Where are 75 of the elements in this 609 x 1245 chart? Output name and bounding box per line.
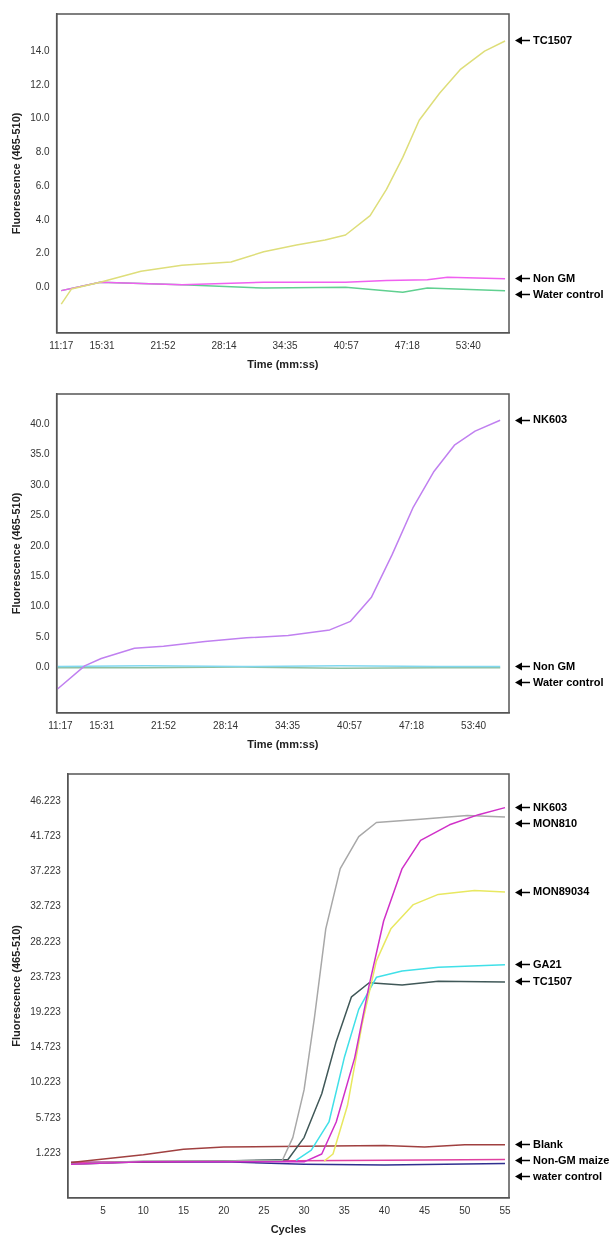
y-tick-label: 5.723	[35, 1111, 62, 1123]
text: TC1507	[533, 34, 573, 47]
text: Non-GM maize	[533, 1153, 609, 1166]
x-tick-label: 40	[378, 1204, 391, 1216]
text: NK603	[533, 413, 568, 426]
y-tick-label: 15.0	[30, 570, 51, 582]
text: NK603	[533, 800, 568, 813]
x-tick-label: 15	[177, 1204, 190, 1216]
y-tick-label: 12.0	[30, 78, 51, 90]
y-tick-label: 19.223	[30, 1006, 62, 1018]
text: Blank	[533, 1137, 564, 1150]
x-tick-label: 40:57	[337, 719, 363, 731]
x-tick-label: 34:35	[275, 719, 301, 731]
text: water control	[532, 1169, 603, 1182]
x-axis-title: Time (mm:ss)	[247, 358, 319, 371]
text: Non GM	[533, 659, 576, 672]
x-tick-label: 28:14	[211, 339, 237, 351]
x-tick-label: 25	[258, 1204, 270, 1216]
y-tick-label: 37.223	[30, 865, 62, 877]
y-tick-label: 30.0	[30, 478, 51, 490]
x-tick-label: 55	[499, 1204, 511, 1216]
y-tick-label: 1.223	[35, 1146, 62, 1158]
x-tick-label: 21:52	[151, 719, 177, 731]
y-tick-label: 10.0	[30, 600, 51, 612]
y-tick-label: 32.723	[30, 900, 62, 912]
y-tick-label: 25.0	[30, 509, 51, 521]
y-tick-label: 2.0	[35, 247, 51, 259]
x-tick-label: 47:18	[399, 719, 425, 731]
y-tick-label: 35.0	[30, 448, 51, 460]
y-tick-label: 10.0	[30, 112, 51, 124]
y-tick-label: 5.0	[35, 630, 51, 642]
y-tick-label: 14.0	[30, 44, 51, 56]
y-axis-title: Fluorescence (465-510)	[9, 492, 22, 615]
y-tick-label: 0.0	[35, 281, 51, 293]
x-axis-title: Cycles	[270, 1223, 307, 1236]
x-tick-label: 15:31	[89, 719, 115, 731]
text: Non GM	[533, 271, 576, 284]
y-tick-label: 28.223	[30, 935, 62, 947]
x-tick-label: 53:40	[455, 339, 482, 351]
x-tick-label: 40:57	[333, 339, 360, 351]
x-tick-label: 11:17	[48, 719, 73, 731]
y-axis-title: Fluorescence (465-510)	[9, 924, 22, 1047]
y-tick-label: 6.0	[35, 179, 51, 191]
text: MON89034	[533, 885, 591, 898]
y-tick-label: 40.0	[30, 417, 51, 429]
text: Water control	[533, 675, 604, 688]
y-tick-label: 0.0	[35, 661, 51, 673]
x-tick-label: 30	[298, 1204, 311, 1216]
y-tick-label: 46.223	[30, 794, 62, 806]
x-tick-label: 15:31	[89, 339, 115, 351]
x-tick-label: 5	[100, 1204, 107, 1216]
y-tick-label: 14.723	[30, 1041, 62, 1053]
y-tick-label: 20.0	[30, 539, 51, 551]
x-tick-label: 34:35	[272, 339, 298, 351]
x-tick-label: 21:52	[150, 339, 176, 351]
text: TC1507	[533, 975, 573, 988]
y-tick-label: 41.723	[30, 830, 62, 842]
x-tick-label: 45	[419, 1204, 431, 1216]
y-axis-title: Fluorescence (465-510)	[9, 112, 22, 235]
x-tick-label: 11:17	[49, 339, 74, 351]
y-tick-label: 4.0	[35, 213, 51, 225]
x-tick-label: 10	[137, 1204, 150, 1216]
text: GA21	[533, 957, 562, 970]
text: MON810	[533, 816, 578, 829]
y-tick-label: 23.723	[30, 970, 62, 982]
x-tick-label: 28:14	[213, 719, 239, 731]
text: Water control	[533, 287, 604, 300]
x-axis-title: Time (mm:ss)	[247, 738, 319, 751]
x-tick-label: 50	[459, 1204, 471, 1216]
x-tick-label: 53:40	[461, 719, 487, 731]
x-tick-label: 35	[338, 1204, 351, 1216]
x-tick-label: 47:18	[394, 339, 421, 351]
y-tick-label: 8.0	[35, 146, 51, 158]
y-tick-label: 10.223	[30, 1076, 62, 1088]
x-tick-label: 20	[218, 1204, 230, 1216]
